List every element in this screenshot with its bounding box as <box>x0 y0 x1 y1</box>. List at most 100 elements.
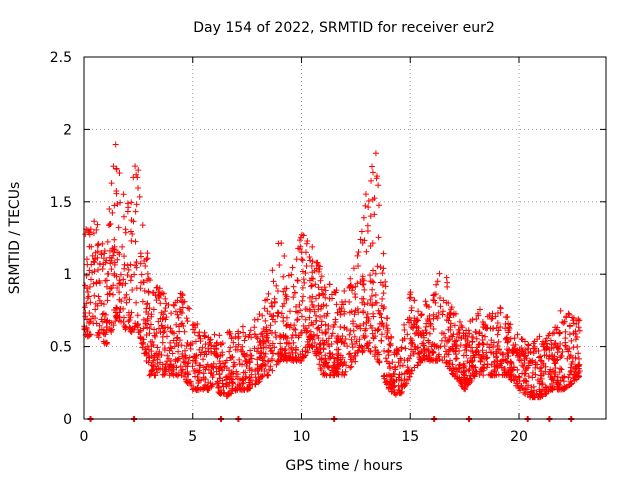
data-point <box>88 261 95 268</box>
data-point <box>116 251 123 258</box>
data-point <box>447 306 454 313</box>
data-point <box>524 345 531 352</box>
data-point <box>280 273 287 280</box>
data-point <box>242 357 249 364</box>
data-point <box>352 294 359 301</box>
data-point <box>120 191 127 198</box>
data-point <box>331 288 338 295</box>
data-point <box>420 340 427 347</box>
data-point <box>146 330 153 337</box>
data-point <box>300 293 307 300</box>
data-point <box>243 362 250 369</box>
data-point <box>502 325 509 332</box>
data-point <box>302 316 309 323</box>
data-point <box>480 353 487 360</box>
data-point <box>125 318 132 325</box>
data-point <box>395 374 402 381</box>
data-point <box>311 340 318 347</box>
data-point <box>139 298 146 305</box>
data-point <box>107 260 114 267</box>
data-point <box>447 357 454 364</box>
data-point <box>372 291 379 298</box>
data-point <box>427 322 434 329</box>
data-point <box>341 372 348 379</box>
data-point <box>109 245 116 252</box>
data-point <box>284 321 291 328</box>
data-point <box>162 305 169 312</box>
data-point <box>380 290 387 297</box>
data-point <box>364 227 371 234</box>
data-point <box>278 240 285 247</box>
data-point <box>382 278 389 285</box>
data-point <box>150 306 157 313</box>
data-point <box>150 342 157 349</box>
data-point <box>205 379 212 386</box>
data-point <box>575 350 582 357</box>
data-point <box>447 320 454 327</box>
data-point <box>286 340 293 347</box>
data-point <box>350 356 357 363</box>
data-point <box>84 333 91 340</box>
data-point <box>347 275 354 282</box>
data-point <box>464 375 471 382</box>
data-point <box>122 280 129 287</box>
data-point <box>470 334 477 341</box>
data-point <box>162 366 169 373</box>
data-point <box>512 382 519 389</box>
data-point <box>377 311 384 318</box>
data-point <box>505 338 512 345</box>
data-point <box>251 324 258 331</box>
data-point <box>479 332 486 339</box>
data-point <box>131 326 138 333</box>
data-point <box>308 262 315 269</box>
data-point <box>503 372 510 379</box>
data-point <box>538 358 545 365</box>
data-point <box>301 327 308 334</box>
data-point <box>182 370 189 377</box>
data-point <box>133 299 140 306</box>
data-point <box>516 374 523 381</box>
data-point <box>255 371 262 378</box>
data-point <box>213 342 220 349</box>
data-point <box>504 313 511 320</box>
data-point <box>215 379 222 386</box>
data-point <box>562 328 569 335</box>
data-point <box>331 372 338 379</box>
data-point <box>156 348 163 355</box>
data-point <box>565 374 572 381</box>
data-point <box>529 374 536 381</box>
data-point <box>274 313 281 320</box>
data-point <box>114 200 121 207</box>
data-point <box>452 366 459 373</box>
data-point <box>540 343 547 350</box>
data-point <box>144 270 151 277</box>
data-point <box>413 324 420 331</box>
data-point <box>476 330 483 337</box>
data-point <box>506 364 513 371</box>
data-point <box>369 324 376 331</box>
data-point <box>116 289 123 296</box>
data-point <box>99 240 106 247</box>
data-point <box>292 326 299 333</box>
data-point <box>406 314 413 321</box>
data-point <box>380 265 387 272</box>
data-point <box>133 171 140 178</box>
data-point <box>488 337 495 344</box>
data-point <box>299 284 306 291</box>
data-point <box>473 329 480 336</box>
data-point <box>471 373 478 380</box>
data-point <box>300 276 307 283</box>
data-point <box>353 338 360 345</box>
data-point <box>256 311 263 318</box>
data-point <box>362 191 369 198</box>
data-point <box>494 319 501 326</box>
data-point <box>465 327 472 334</box>
data-point <box>505 368 512 375</box>
data-point <box>145 354 152 361</box>
data-point <box>309 243 316 250</box>
data-point <box>359 349 366 356</box>
data-point <box>551 329 558 336</box>
data-point <box>282 291 289 298</box>
data-point <box>142 263 149 270</box>
data-point <box>184 360 191 367</box>
